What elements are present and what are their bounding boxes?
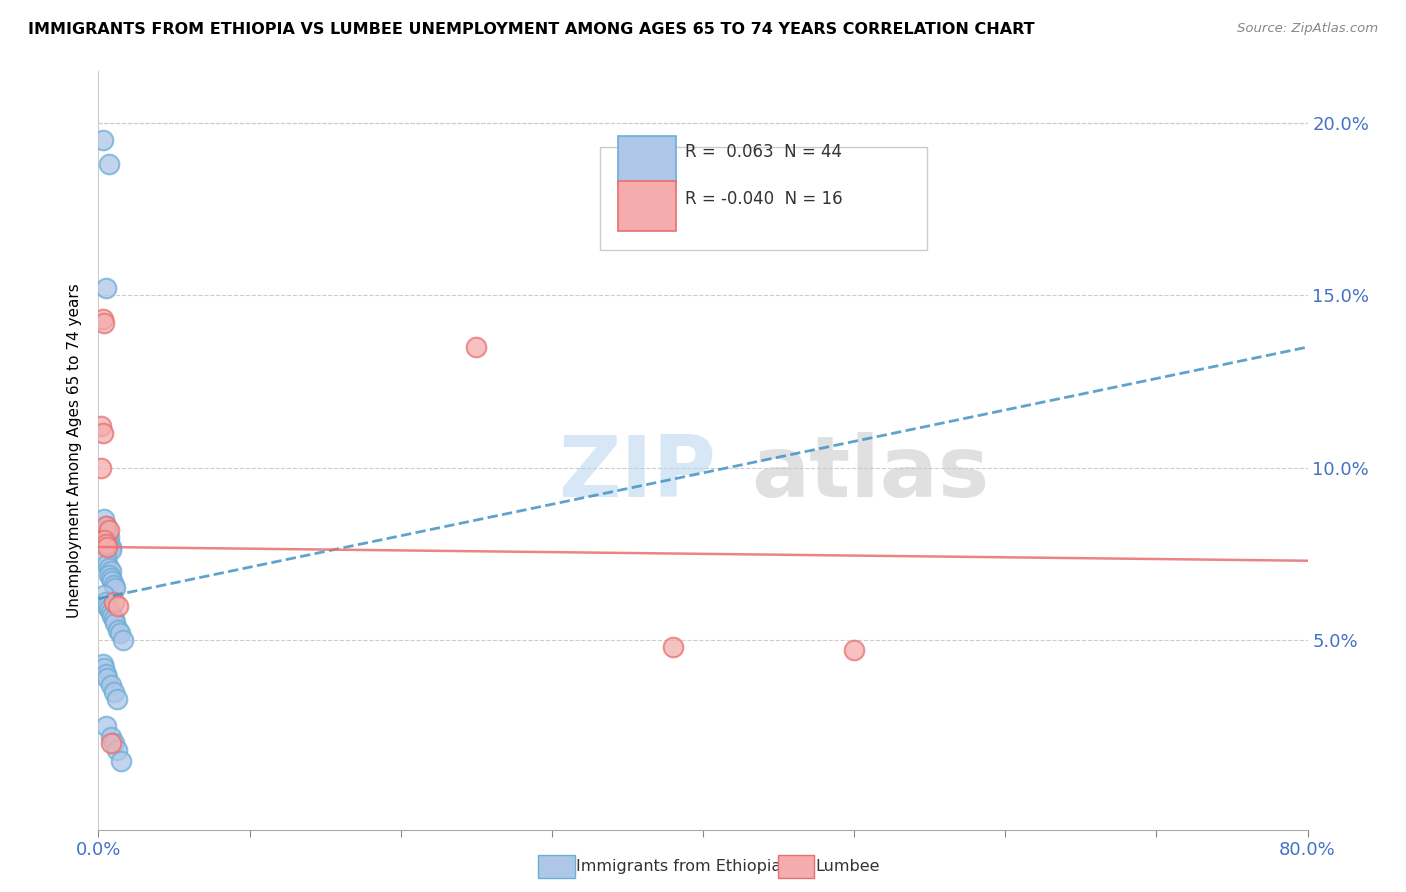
Point (93, 512, 115, 526)
Point (94, 595, 117, 609)
Point (107, 623, 129, 637)
Text: Source: ZipAtlas.com: Source: ZipAtlas.com (1237, 22, 1378, 36)
Text: atlas: atlas (751, 432, 990, 515)
Text: Immigrants from Ethiopia: Immigrants from Ethiopia (576, 859, 782, 873)
Point (107, 599, 129, 613)
Point (111, 633, 134, 648)
Point (100, 606, 122, 620)
Point (98, 523, 121, 537)
Point (100, 736, 122, 750)
Point (91, 133, 114, 147)
Point (100, 730, 122, 744)
Text: Lumbee: Lumbee (815, 859, 880, 873)
Point (110, 754, 132, 768)
Y-axis label: Unemployment Among Ages 65 to 74 years: Unemployment Among Ages 65 to 74 years (67, 283, 83, 618)
Point (96, 533, 118, 547)
Point (103, 684, 125, 698)
Point (94, 719, 117, 733)
Point (94, 519, 117, 533)
Point (100, 678, 122, 692)
Point (661, 640, 683, 654)
Text: ZIP: ZIP (558, 432, 716, 515)
Point (465, 340, 488, 354)
Point (104, 615, 127, 630)
FancyBboxPatch shape (600, 147, 927, 250)
Text: R =  0.063  N = 44: R = 0.063 N = 44 (685, 144, 842, 161)
Point (105, 743, 128, 757)
Point (103, 736, 125, 750)
Point (104, 582, 127, 596)
Point (93, 660, 115, 674)
Point (105, 691, 128, 706)
Point (96, 526, 118, 541)
Point (93, 533, 115, 547)
Point (103, 612, 125, 626)
Point (844, 643, 866, 657)
Point (96, 540, 118, 554)
Point (98, 567, 121, 582)
Point (94, 667, 117, 681)
Point (100, 571, 122, 585)
Point (90, 419, 112, 434)
FancyBboxPatch shape (619, 181, 676, 230)
Point (94, 550, 117, 565)
Point (91, 312, 114, 326)
Point (108, 626, 131, 640)
Point (101, 574, 124, 589)
Point (90, 460, 112, 475)
Point (93, 588, 115, 602)
Point (91, 657, 114, 672)
Point (94, 536, 117, 550)
Point (103, 595, 125, 609)
Point (100, 540, 122, 554)
Text: IMMIGRANTS FROM ETHIOPIA VS LUMBEE UNEMPLOYMENT AMONG AGES 65 TO 74 YEARS CORREL: IMMIGRANTS FROM ETHIOPIA VS LUMBEE UNEMP… (28, 22, 1035, 37)
Point (96, 671, 118, 685)
Point (98, 536, 121, 550)
Point (101, 608, 124, 623)
Point (98, 157, 121, 171)
FancyBboxPatch shape (619, 136, 676, 186)
Point (98, 530, 121, 544)
Point (93, 316, 115, 330)
Point (100, 564, 122, 578)
Text: R = -0.040  N = 16: R = -0.040 N = 16 (685, 190, 842, 208)
Point (98, 560, 121, 574)
Point (98, 602, 121, 616)
Point (94, 281, 117, 295)
Point (96, 599, 118, 613)
Point (91, 426, 114, 441)
Point (96, 523, 118, 537)
Point (103, 578, 125, 592)
Point (94, 519, 117, 533)
Point (96, 557, 118, 572)
Point (100, 543, 122, 558)
